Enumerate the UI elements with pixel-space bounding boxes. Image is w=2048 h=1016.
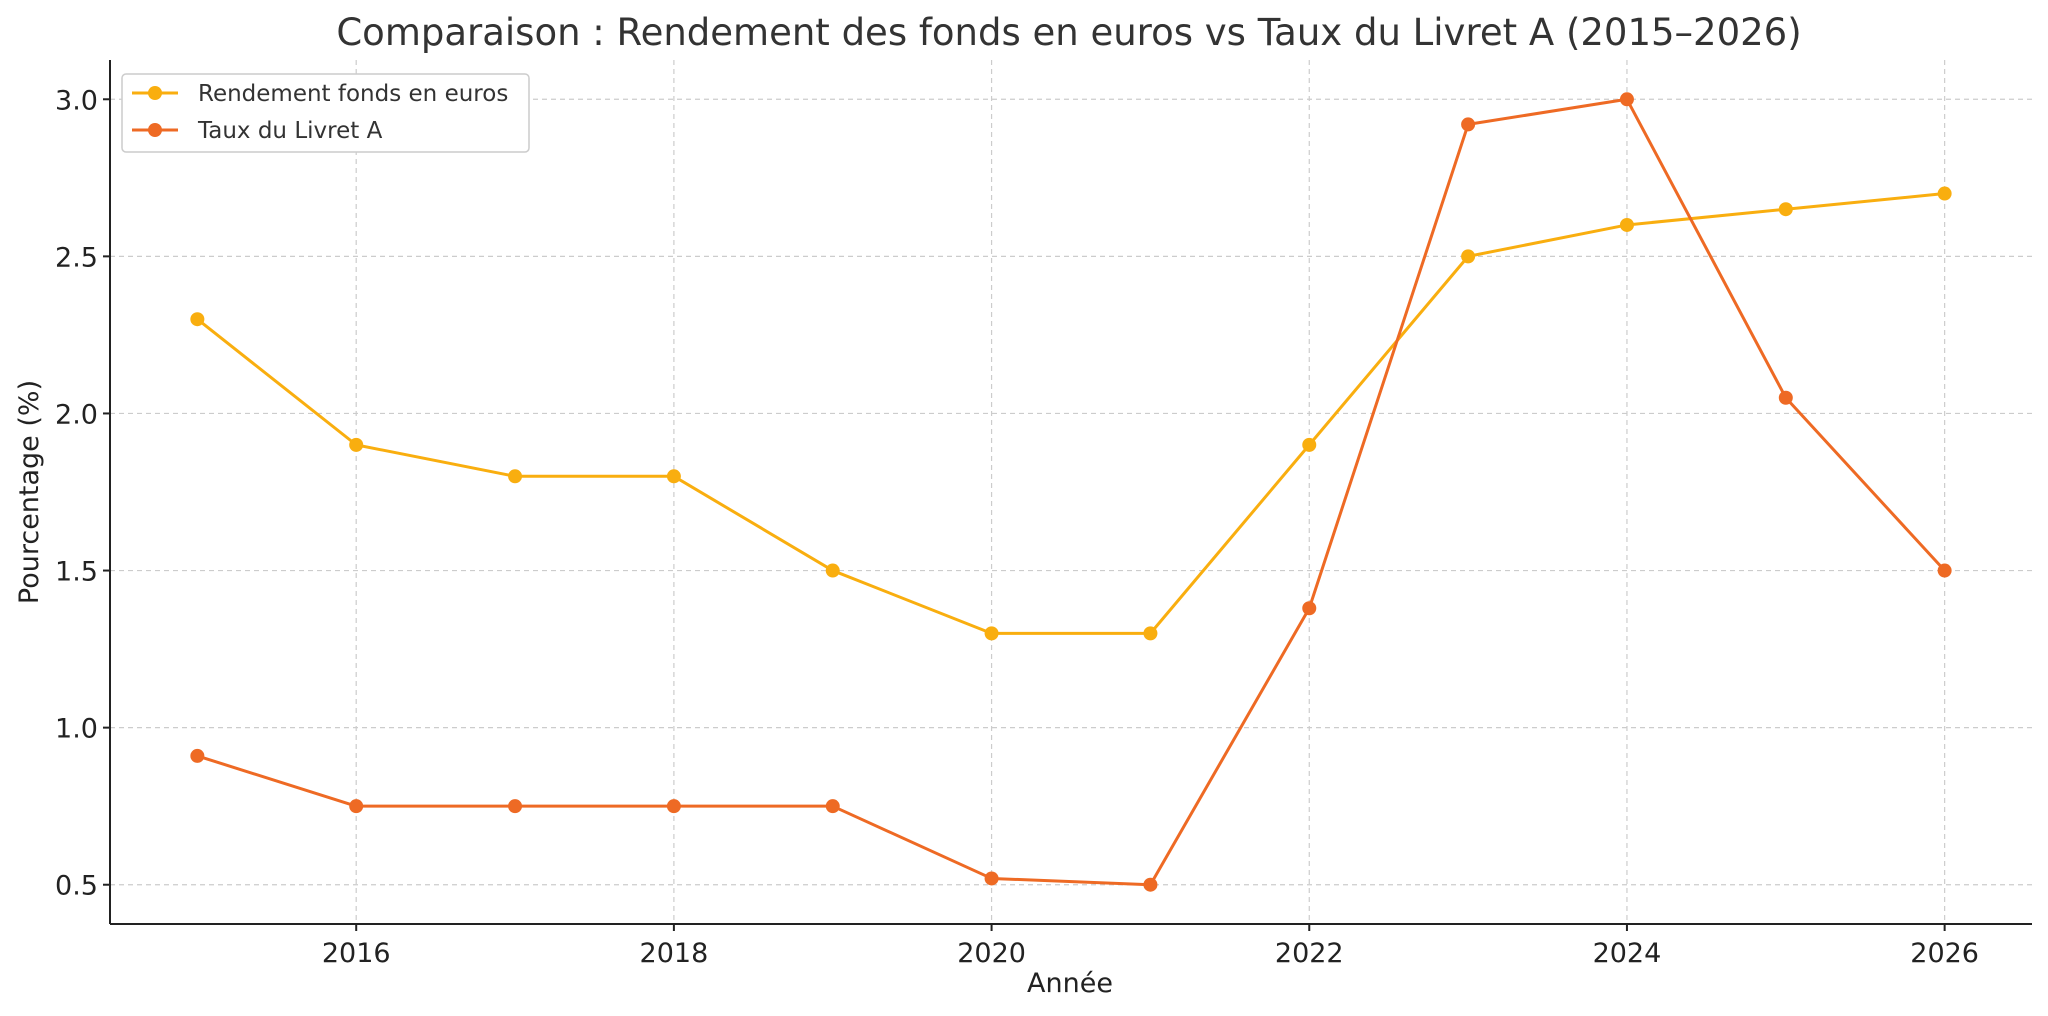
data-point [190, 312, 205, 327]
data-point [1778, 202, 1793, 217]
data-point [1619, 217, 1634, 232]
series-lines [190, 92, 1952, 892]
legend-entry: Rendement fonds en euros [132, 81, 508, 107]
data-point [1302, 601, 1317, 616]
series-2 [190, 92, 1952, 892]
legend-marker [148, 123, 162, 137]
x-tick-label: 2026 [1910, 938, 1979, 969]
data-point [349, 437, 364, 452]
y-tick-label: 1.5 [55, 557, 98, 588]
chart-title: Comparaison : Rendement des fonds en eur… [336, 11, 1801, 54]
data-point [508, 469, 523, 484]
data-point [825, 799, 840, 814]
legend-label: Rendement fonds en euros [198, 81, 508, 107]
legend-entry: Taux du Livret A [132, 118, 383, 144]
data-point [190, 748, 205, 763]
data-point [1143, 626, 1158, 641]
legend-marker [148, 86, 162, 100]
x-tick-label: 2024 [1593, 938, 1662, 969]
data-point [666, 469, 681, 484]
data-point [984, 626, 999, 641]
y-tick-label: 2.5 [55, 242, 98, 273]
data-point [1619, 92, 1634, 107]
series-line [196, 192, 1945, 635]
data-point [1461, 249, 1476, 264]
data-point [984, 871, 999, 886]
legend-box [121, 73, 530, 153]
grid-lines [110, 60, 2032, 924]
data-point [1937, 186, 1952, 201]
y-tick-label: 3.0 [55, 85, 98, 116]
data-point [508, 799, 523, 814]
y-tick-label: 0.5 [55, 871, 98, 902]
data-point [1143, 877, 1158, 892]
x-tick-label: 2016 [322, 938, 391, 969]
x-tick-label: 2020 [957, 938, 1026, 969]
data-point [349, 799, 364, 814]
legend: Rendement fonds en euros Taux du Livret A [121, 73, 530, 153]
x-tick-label: 2018 [640, 938, 709, 969]
legend-label: Taux du Livret A [197, 118, 383, 144]
y-tick-label: 2.0 [55, 399, 98, 430]
data-point [1778, 390, 1793, 405]
series-line [196, 97, 1946, 887]
y-axis-label: Pourcentage (%) [14, 380, 45, 604]
tick-labels: 2016 2018 2020 2022 2024 2026 0.5 1.0 1.5 2.0 2.5 3… [55, 85, 1979, 969]
data-point [1461, 117, 1476, 132]
data-point [666, 799, 681, 814]
y-tick-label: 1.0 [55, 714, 98, 745]
x-axis-label: Année [1027, 968, 1113, 999]
series-1 [190, 186, 1952, 641]
data-point [825, 563, 840, 578]
data-point [1937, 563, 1952, 578]
x-tick-label: 2022 [1275, 938, 1344, 969]
axes [103, 60, 2032, 931]
data-point [1302, 437, 1317, 452]
